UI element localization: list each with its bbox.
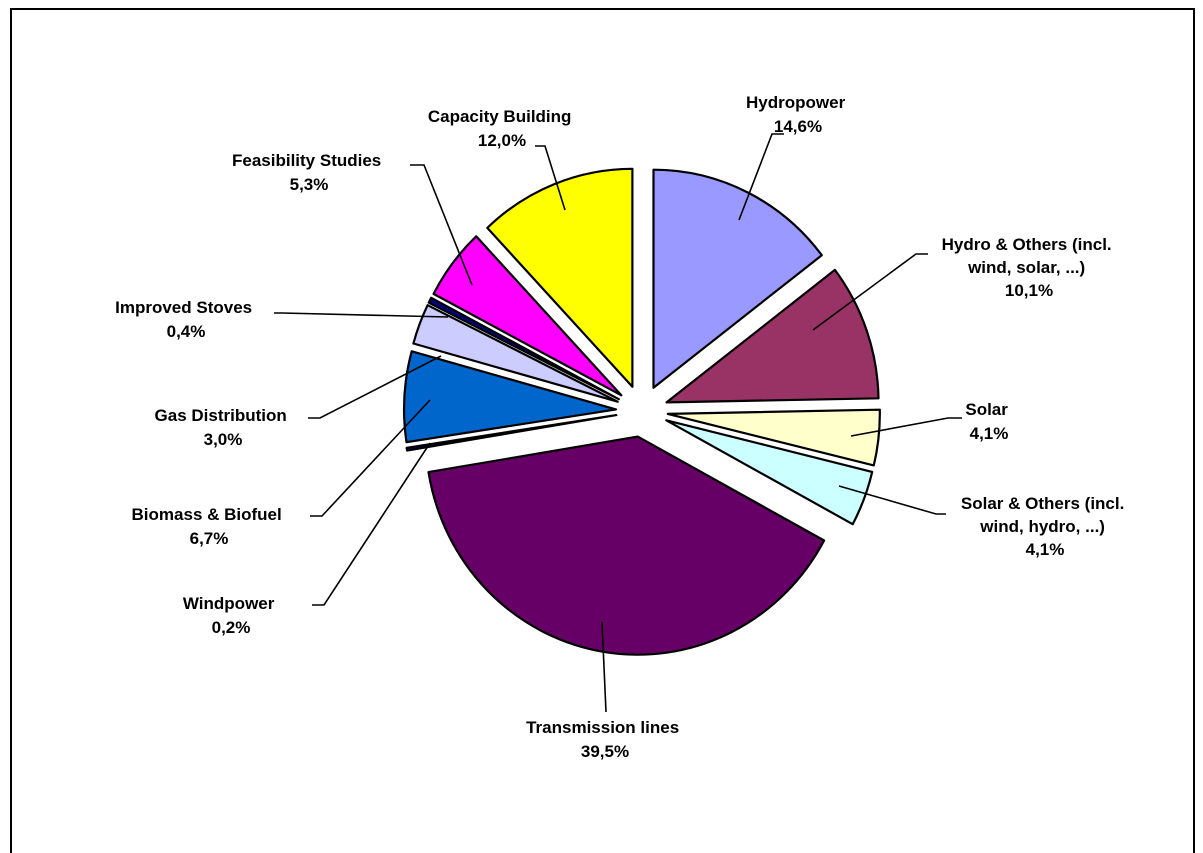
leader-line-solar-others <box>838 485 946 515</box>
pie-slice-windpower <box>405 414 618 452</box>
label-stoves: Improved Stoves 0,4% <box>115 298 257 341</box>
pie-slice-capacity-building <box>486 167 634 388</box>
pie-slice-hydro-others-incl-wind-solar <box>665 268 880 404</box>
pie-slices <box>402 167 881 656</box>
label-hydropower: Hydropower 14,6% <box>746 93 850 136</box>
pie-slice-improved-stoves <box>427 296 620 401</box>
label-feasibility: Feasibility Studies 5,3% <box>232 151 386 194</box>
label-hydro-others: Hydro & Others (incl. wind, solar, ...) … <box>942 235 1117 300</box>
label-solar-others: Solar & Others (incl. wind, hydro, ...) … <box>961 494 1129 559</box>
leader-line-biomass <box>310 399 431 517</box>
leader-line-windpower <box>312 442 431 606</box>
leader-line-feasibility <box>410 164 473 286</box>
leader-line-stoves <box>274 312 449 318</box>
leader-line-transmission <box>601 621 607 713</box>
pie-slice-feasibility-studies <box>432 235 623 397</box>
pie-slice-gas-distribution <box>412 304 619 403</box>
label-biomass: Biomass & Biofuel 6,7% <box>132 505 287 548</box>
leader-line-solar <box>850 417 962 437</box>
leader-line-gas <box>308 355 442 419</box>
leader-line-hydro-others <box>812 253 928 331</box>
leader-line-capacity <box>535 145 566 211</box>
label-windpower: Windpower 0,2% <box>183 594 279 637</box>
label-solar: Solar 4,1% <box>965 400 1012 443</box>
label-gas: Gas Distribution 3,0% <box>155 406 292 449</box>
pie-slice-hydropower <box>652 168 823 389</box>
slice-labels: Hydropower 14,6% Hydro & Others (incl. w… <box>115 93 1129 761</box>
chart-frame <box>10 8 1195 853</box>
pie-slice-solar <box>666 408 881 467</box>
label-transmission: Transmission lines 39,5% <box>526 718 684 761</box>
leader-lines <box>274 133 962 713</box>
leader-line-hydropower <box>738 133 784 221</box>
label-capacity: Capacity Building 12,0% <box>428 107 576 150</box>
pie-slice-biomass-biofuel <box>402 350 618 444</box>
pie-slice-solar-others-incl-wind-hydro <box>665 419 874 526</box>
